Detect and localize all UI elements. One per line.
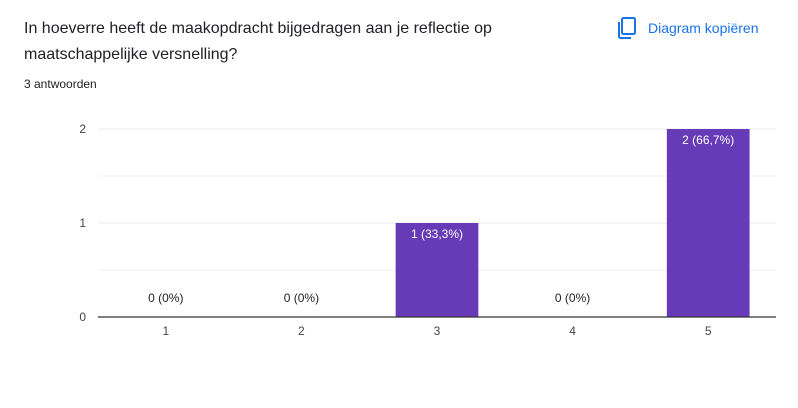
x-tick-label: 5	[705, 324, 712, 338]
x-tick-label: 1	[162, 324, 169, 338]
copy-icon	[618, 17, 636, 39]
chart-area: 0 1 2 0 (0%) 1 0 (0%) 2 1 (33,3%) 3 0 (0%) 4 2 (66,…	[0, 110, 798, 360]
data-label: 0 (0%)	[148, 291, 183, 305]
y-tick-label: 2	[79, 122, 86, 136]
x-tick-label: 3	[434, 324, 441, 338]
data-label: 0 (0%)	[555, 291, 590, 305]
data-label: 1 (33,3%)	[411, 227, 463, 241]
bar-chart: 0 1 2 0 (0%) 1 0 (0%) 2 1 (33,3%) 3 0 (0%) 4 2 (66,…	[79, 122, 776, 338]
response-count: 3 antwoorden	[24, 77, 97, 91]
copy-chart-button[interactable]: Diagram kopiëren	[612, 14, 763, 42]
data-label: 0 (0%)	[284, 291, 319, 305]
data-label: 2 (66,7%)	[682, 133, 734, 147]
question-title: In hoeverre heeft de maakopdracht bijged…	[24, 20, 492, 63]
bar	[666, 129, 750, 317]
bar	[395, 223, 479, 317]
copy-chart-label: Diagram kopiëren	[648, 20, 759, 36]
y-tick-label: 1	[79, 216, 86, 230]
x-tick-label: 4	[569, 324, 576, 338]
x-tick-label: 2	[298, 324, 305, 338]
y-tick-label: 0	[79, 310, 86, 324]
